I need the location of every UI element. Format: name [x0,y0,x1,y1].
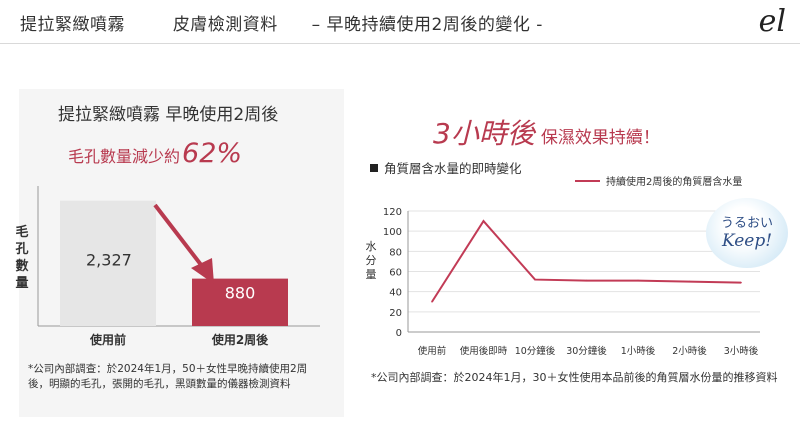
bar-category-label: 使用2周後 [211,332,269,347]
bar-y-label: 數 [15,258,28,274]
bar-after [192,278,288,326]
line-x-tick: 30分鐘後 [566,345,607,357]
line-y-tick: 60 [389,268,402,279]
moisture-footnote: *公司內部調查：於2024年1月，30＋女性使用本品前後的角質層水份量的推移資料 [371,371,778,384]
line-x-tick: 10分鐘後 [515,345,556,357]
square-bullet-icon [370,164,378,172]
moisture-headline-text: 保濕效果持續！ [540,128,660,148]
line-x-tick: 2小時後 [672,345,707,357]
line-y-tick: 40 [389,288,402,299]
header-divider [0,43,800,44]
legend-series-name: 持續使用2周後的角質層含水量 [606,175,742,188]
line-y-tick: 100 [383,227,402,238]
pore-panel-title: 提拉緊緻噴霧 早晚使用2周後 [58,105,279,125]
line-y-tick: 0 [396,328,402,339]
line-point [431,300,433,303]
line-point [637,279,639,282]
moisture-headline: 3小時後 保濕效果持續！ [433,112,660,152]
bar-value-label: 880 [225,284,256,303]
badge-line2: Keep! [721,231,773,251]
pore-reduction: 毛孔數量減少約62% [68,138,242,169]
line-point [534,278,536,281]
pore-reduction-percent: 62% [182,138,243,169]
line-y-label: 水 [366,240,377,253]
line-x-tick: 使用後即時 [460,345,508,357]
decrease-arrow-shaft [153,203,207,272]
line-y-tick: 20 [389,308,402,319]
line-y-tick: 120 [383,207,402,218]
bar-y-label: 毛 [15,224,28,240]
pore-footnote: *公司內部調查：於2024年1月，50＋女性早晚持續使用2周後，明顯的毛孔，張開… [28,363,308,390]
bar-category-label: 使用前 [89,332,126,347]
moisture-chart-heading: 角質層含水量的即時變化 [370,158,522,177]
bar-y-label: 孔 [15,242,28,257]
line-y-label: 分 [366,254,377,267]
moisture-badge: うるおい Keep! [706,198,788,268]
bar-y-label: 量 [15,276,28,291]
line-x-tick: 3小時後 [724,345,759,357]
line-point [688,280,691,283]
badge-line1: うるおい [720,216,773,231]
bar-value-label: 2,327 [86,251,132,270]
line-x-tick: 使用前 [418,345,447,357]
title-section: 皮膚檢測資料 [172,15,278,35]
page-title: 提拉緊緻噴霧 皮膚檢測資料 – 早晚持續使用2周後的變化 - [20,10,543,35]
moisture-chart-heading-text: 角質層含水量的即時變化 [384,161,522,176]
line-point [740,281,742,284]
line-point [482,220,485,222]
line-point [585,279,588,282]
bar-before [60,200,156,326]
line-y-label: 量 [366,268,377,281]
brand-logo: el [758,4,786,39]
line-y-tick: 80 [389,247,402,258]
line-x-tick: 1小時後 [621,345,656,357]
decrease-arrow-head [191,258,214,284]
pore-reduction-text: 毛孔數量減少約 [68,147,181,166]
title-subtitle: – 早晚持續使用2周後的變化 - [311,15,543,35]
line-series-moisture [431,219,742,303]
title-product: 提拉緊緻噴霧 [20,15,125,35]
moisture-headline-time: 3小時後 [433,117,535,150]
